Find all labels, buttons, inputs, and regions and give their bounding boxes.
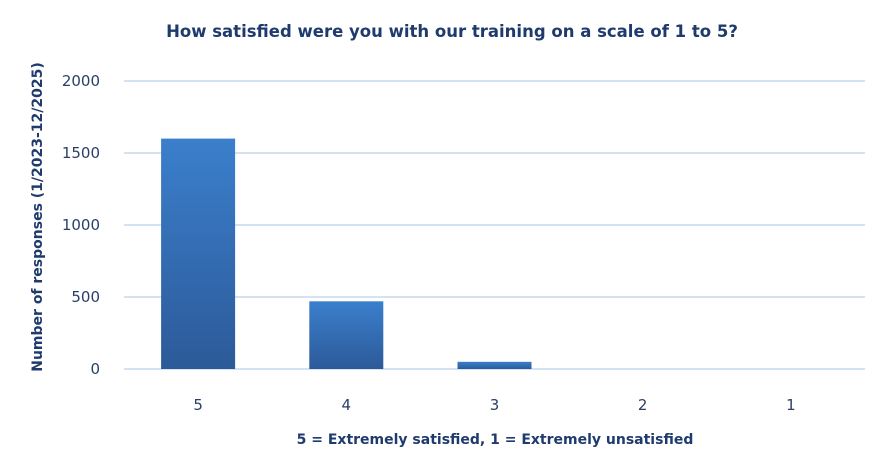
- y-tick-label: 500: [71, 288, 100, 306]
- y-tick-label: 1500: [62, 144, 100, 162]
- x-tick-label: 3: [490, 396, 500, 414]
- x-axis-ticks: 5 4 3 2 1: [193, 396, 795, 414]
- y-axis-label: Number of responses (1/2023-12/2025): [30, 62, 46, 372]
- y-axis-ticks: 0 500 1000 1500 2000: [62, 72, 100, 378]
- x-axis-label: 5 = Extremely satisfied, 1 = Extremely u…: [297, 432, 694, 448]
- x-tick-label: 1: [786, 396, 796, 414]
- chart-title: How satisfied were you with our training…: [166, 22, 738, 41]
- x-tick-label: 2: [638, 396, 648, 414]
- y-tick-label: 2000: [62, 72, 100, 90]
- bar-3: [457, 361, 532, 369]
- x-tick-label: 5: [193, 396, 203, 414]
- bar-5: [161, 138, 236, 369]
- gridlines: [124, 80, 865, 370]
- y-tick-label: 0: [90, 360, 100, 378]
- y-tick-label: 1000: [62, 216, 100, 234]
- bars: [161, 138, 532, 369]
- x-tick-label: 4: [342, 396, 352, 414]
- bar-4: [309, 301, 384, 369]
